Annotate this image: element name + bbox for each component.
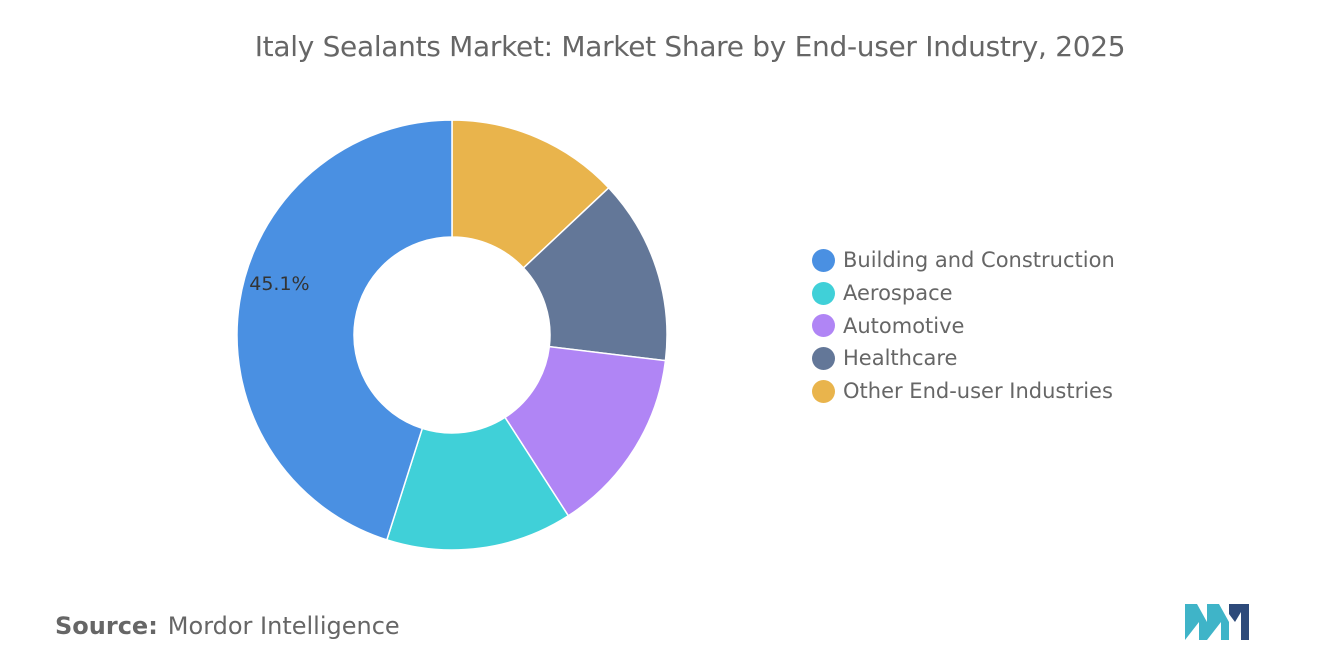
legend-item: Automotive bbox=[812, 309, 1115, 342]
chart-legend: Building and Construction Aerospace Automo… bbox=[812, 244, 1115, 407]
slice-healthcare bbox=[522, 186, 668, 362]
legend-item: Aerospace bbox=[812, 277, 1115, 310]
mordor-intelligence-logo bbox=[1185, 604, 1249, 640]
legend-label: Healthcare bbox=[843, 346, 958, 371]
slice-aerospace bbox=[385, 416, 570, 551]
legend-swatch bbox=[812, 346, 835, 370]
legend-swatch bbox=[812, 248, 835, 272]
slice-automotive bbox=[503, 345, 667, 517]
legend-label: Building and Construction bbox=[843, 248, 1115, 273]
legend-item: Other End-user Industries bbox=[812, 375, 1115, 408]
source-value: Mordor Intelligence bbox=[167, 612, 400, 640]
legend-swatch bbox=[812, 379, 835, 403]
slice-building-and-construction bbox=[236, 119, 453, 541]
slice-data-label: 45.1% bbox=[249, 273, 309, 295]
source-label: Source: bbox=[55, 612, 158, 640]
legend-label: Automotive bbox=[843, 313, 965, 338]
slice-other-end-user-industries bbox=[451, 119, 610, 269]
legend-label: Other End-user Industries bbox=[843, 379, 1113, 404]
chart-title: Italy Sealants Market: Market Share by E… bbox=[254, 30, 1126, 63]
source-note: Source: Mordor Intelligence bbox=[55, 612, 400, 640]
legend-item: Healthcare bbox=[812, 342, 1115, 375]
legend-label: Aerospace bbox=[843, 281, 953, 306]
legend-item: Building and Construction bbox=[812, 244, 1115, 277]
legend-swatch bbox=[812, 314, 835, 338]
legend-swatch bbox=[812, 281, 835, 305]
donut-chart: 45.1% bbox=[236, 119, 668, 551]
